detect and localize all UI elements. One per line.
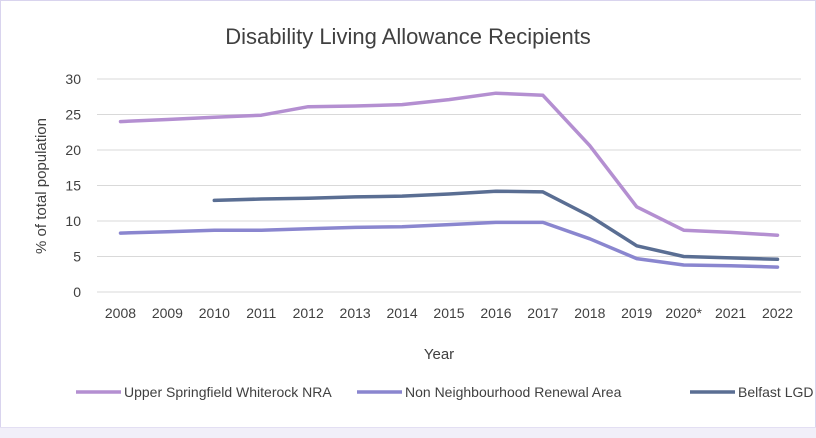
x-tick-label: 2010	[199, 305, 230, 321]
x-tick-label: 2011	[246, 305, 276, 321]
y-tick-label: 5	[73, 249, 81, 265]
series-lines	[118, 91, 780, 269]
y-axis-label: % of total population	[33, 118, 50, 254]
footer-strip	[0, 427, 816, 438]
x-tick-label: 2016	[480, 305, 511, 321]
legend-label: Non Neighbourhood Renewal Area	[405, 384, 622, 400]
x-tick-label: 2015	[433, 305, 464, 321]
x-tick-labels: 2008 2009 2010 2011 2012 2013 2014 2015 2016 2017…	[105, 305, 793, 321]
y-tick-label: 0	[73, 284, 81, 300]
x-tick-label: 2018	[574, 305, 605, 321]
x-tick-label: 2021	[715, 305, 746, 321]
series-line-3	[212, 189, 780, 262]
x-tick-label: 2008	[105, 305, 136, 321]
y-tick-label: 30	[65, 71, 81, 87]
series-line-1	[118, 91, 780, 237]
y-tick-label: 20	[65, 142, 81, 158]
x-axis-label: Year	[424, 346, 454, 363]
y-tick-label: 25	[65, 107, 81, 123]
x-tick-label: 2009	[152, 305, 183, 321]
legend-label: Belfast LGD	[738, 384, 813, 400]
x-tick-label: 2022	[762, 305, 793, 321]
x-tick-label: 2019	[621, 305, 652, 321]
series-line-2	[118, 220, 780, 269]
legend: Upper Springfield Whiterock NRA Non Neigh…	[76, 384, 813, 400]
legend-label: Upper Springfield Whiterock NRA	[124, 384, 332, 400]
chart-title: Disability Living Allowance Recipients	[225, 24, 591, 49]
gridlines	[97, 78, 801, 293]
x-tick-label: 2013	[340, 305, 371, 321]
x-tick-label: 2017	[527, 305, 558, 321]
y-tick-label: 15	[65, 178, 81, 194]
x-tick-label: 2012	[293, 305, 324, 321]
y-tick-labels: 0 5 10 15 20 25 30	[65, 71, 81, 300]
y-tick-label: 10	[65, 213, 81, 229]
x-tick-label: 2014	[386, 305, 417, 321]
x-tick-label: 2020*	[665, 305, 702, 321]
